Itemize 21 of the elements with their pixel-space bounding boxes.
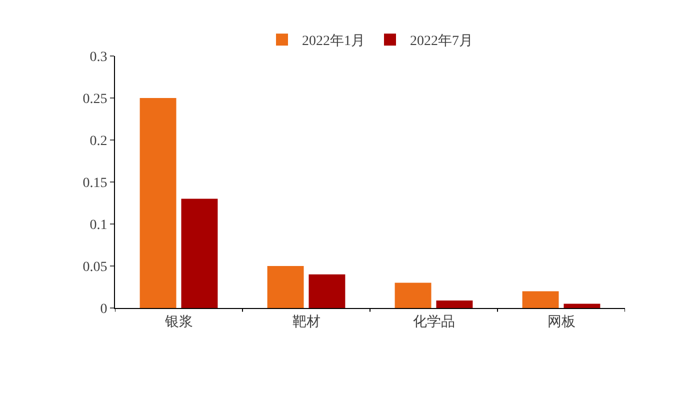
bar <box>181 198 218 308</box>
y-tick-label: 0 <box>100 302 108 317</box>
legend-label: 2022年7月 <box>410 33 473 50</box>
y-tick-label: 0.05 <box>82 260 108 275</box>
x-tick-label: 化学品 <box>412 314 455 330</box>
y-tick-label: 0.15 <box>82 176 108 191</box>
bar <box>564 304 600 308</box>
x-tick-label: 银浆 <box>164 314 193 330</box>
y-tick-label: 0.3 <box>90 50 108 65</box>
bar <box>267 266 304 308</box>
y-tick-label: 0.2 <box>90 134 108 149</box>
legend-label: 2022年1月 <box>302 33 365 50</box>
bar <box>140 98 176 308</box>
y-tick-label: 0.1 <box>90 218 108 233</box>
x-tick-label: 靶材 <box>292 314 320 330</box>
bar <box>522 291 559 308</box>
x-tick-label: 网板 <box>547 314 576 330</box>
y-tick-label: 0.25 <box>82 92 108 107</box>
bar <box>308 274 346 308</box>
bar <box>436 300 473 308</box>
bar <box>394 282 432 308</box>
